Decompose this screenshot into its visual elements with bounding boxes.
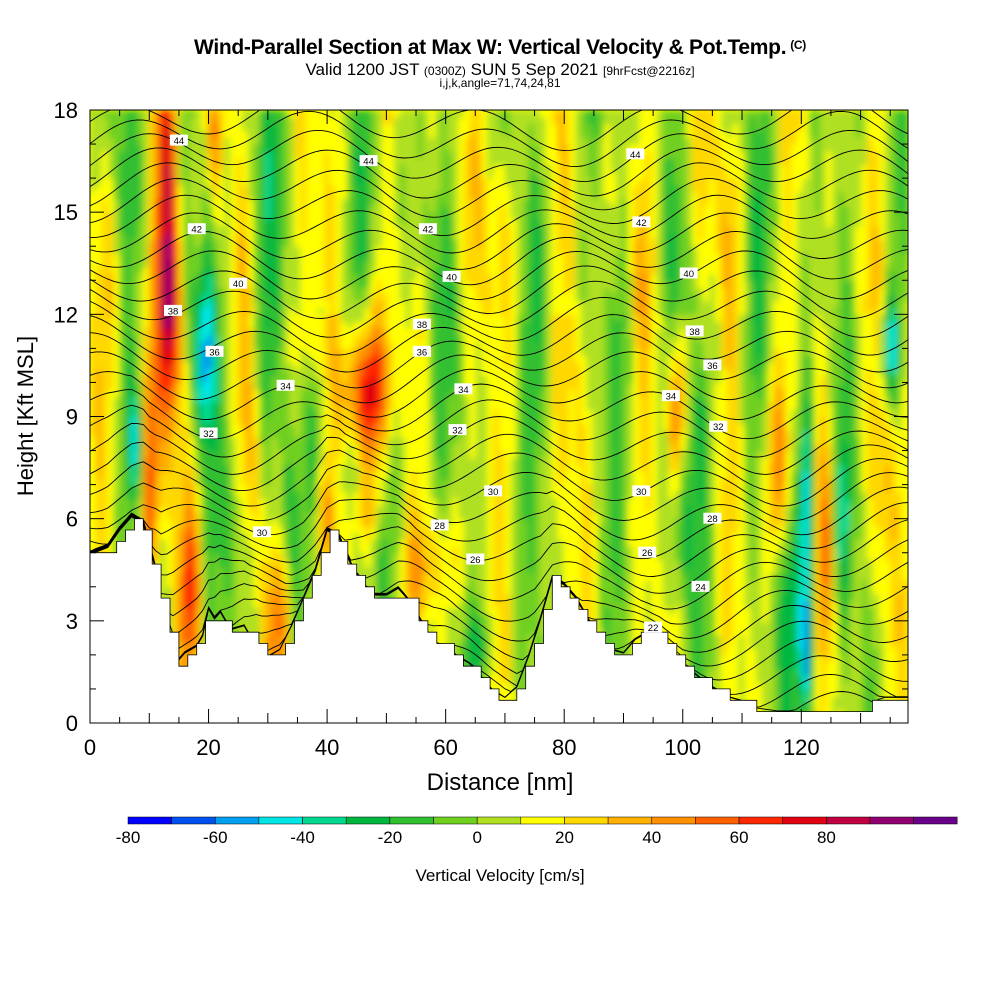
- chart-subtitle: Valid 1200 JST (0300Z) SUN 5 Sep 2021 [9…: [305, 60, 695, 79]
- colorbar-tick-label: 80: [817, 828, 836, 847]
- terrain: [89, 518, 909, 724]
- theta-label: 24: [691, 580, 710, 593]
- colorbar-tick-label: -20: [378, 828, 403, 847]
- theta-label: 34: [454, 383, 473, 396]
- colorbar-tick-label: 60: [730, 828, 749, 847]
- colorbar-swatch: [171, 816, 216, 825]
- theta-label: 36: [205, 345, 224, 358]
- theta-label: 42: [187, 223, 206, 236]
- y-tick-label: 6: [66, 507, 78, 532]
- theta-label: 36: [703, 359, 722, 372]
- y-tick-label: 9: [66, 405, 78, 430]
- theta-label: 40: [442, 270, 461, 283]
- copyright-mark: (C): [790, 38, 806, 52]
- colorbar-swatch: [127, 816, 172, 825]
- theta-label: 28: [703, 512, 722, 525]
- theta-label: 42: [418, 223, 437, 236]
- x-tick-label: 120: [783, 735, 820, 760]
- colorbar-tick-label: 0: [472, 828, 481, 847]
- colorbar-tick-label: 40: [642, 828, 661, 847]
- theta-label: 44: [169, 134, 188, 147]
- x-axis-label: Distance [nm]: [427, 769, 574, 796]
- theta-label: 26: [466, 553, 485, 566]
- theta-label: 28: [430, 519, 449, 532]
- colorbar-swatch: [389, 816, 434, 825]
- colorbar-swatch: [433, 816, 478, 825]
- x-tick-label: 80: [552, 735, 576, 760]
- colorbar-tick-label: -60: [203, 828, 228, 847]
- colorbar-swatch: [826, 816, 871, 825]
- x-tick-label: 0: [84, 735, 96, 760]
- x-tick-label: 40: [315, 735, 339, 760]
- colorbar-swatch: [302, 816, 347, 825]
- colorbar-tick-label: 20: [555, 828, 574, 847]
- y-tick-label: 3: [66, 609, 78, 634]
- theta-label: 44: [359, 155, 378, 168]
- colorbar-swatch: [345, 816, 391, 825]
- y-tick-label: 0: [66, 711, 78, 736]
- theta-label: 30: [484, 485, 503, 498]
- colorbar-tick-label: -40: [290, 828, 315, 847]
- x-tick-label: 20: [196, 735, 220, 760]
- chart-title: Wind-Parallel Section at Max W: Vertical…: [194, 36, 806, 59]
- theta-label: 38: [164, 304, 182, 317]
- grid-info: i,j,k,angle=71,74,24,81: [439, 76, 561, 90]
- colorbar-swatch: [258, 816, 303, 825]
- theta-label: 30: [632, 485, 651, 498]
- theta-label: 36: [412, 345, 431, 358]
- x-tick-label: 60: [433, 735, 457, 760]
- y-tick-label: 12: [54, 302, 78, 327]
- x-tick-label: 100: [664, 735, 701, 760]
- theta-label: 26: [638, 546, 657, 559]
- colorbar-swatch: [695, 816, 740, 825]
- colorbar-swatch: [738, 816, 783, 825]
- theta-label: 44: [626, 148, 645, 161]
- theta-label: 32: [709, 420, 728, 433]
- theta-label: 38: [412, 318, 431, 331]
- theta-labels: 22 24 26 26 28 28 30 30 30 32 32 32 34 34 34 36 36 36 38 38…: [164, 134, 728, 634]
- colorbar-swatch: [564, 816, 609, 825]
- y-axis-label: Height [Kft MSL]: [13, 336, 38, 496]
- theta-label: 34: [661, 390, 680, 403]
- theta-label: 34: [276, 379, 295, 392]
- theta-contours: [90, 110, 908, 712]
- colorbar-swatch: [913, 816, 958, 825]
- colorbar: -80 -60 -40 -20 0 20 40 60 80: [116, 816, 958, 847]
- colorbar-swatch: [607, 816, 652, 825]
- theta-label: 40: [229, 277, 248, 290]
- colorbar-swatch: [215, 816, 260, 825]
- theta-label: 22: [644, 621, 663, 634]
- theta-label: 30: [252, 526, 271, 539]
- theta-label: 38: [685, 325, 704, 338]
- colorbar-swatch: [476, 816, 522, 825]
- colorbar-swatch: [782, 816, 827, 825]
- theta-label: 32: [448, 424, 467, 437]
- colorbar-swatch: [869, 816, 914, 825]
- colorbar-swatch: [651, 816, 696, 825]
- colorbar-label: Vertical Velocity [cm/s]: [415, 866, 584, 885]
- colorbar-tick-label: -80: [116, 828, 141, 847]
- colorbar-swatch: [520, 816, 565, 825]
- theta-label: 42: [632, 216, 651, 229]
- theta-label: 40: [679, 267, 698, 280]
- y-tick-label: 15: [54, 200, 78, 225]
- theta-label: 32: [199, 427, 218, 440]
- y-tick-label: 18: [54, 98, 78, 123]
